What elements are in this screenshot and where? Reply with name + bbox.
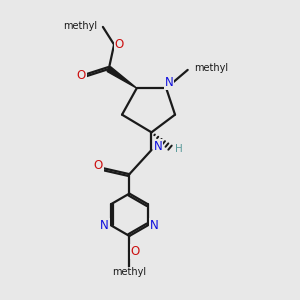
Text: methyl: methyl [112,267,146,277]
Text: O: O [77,69,86,82]
Text: N: N [150,219,159,232]
Text: N: N [100,219,109,232]
Text: methyl: methyl [64,21,98,31]
Text: H: H [175,144,183,154]
Text: N: N [165,76,173,89]
Text: methyl: methyl [194,63,228,74]
Polygon shape [107,67,137,88]
Text: O: O [131,245,140,258]
Text: N: N [154,140,162,153]
Text: O: O [94,159,103,172]
Text: O: O [115,38,124,51]
